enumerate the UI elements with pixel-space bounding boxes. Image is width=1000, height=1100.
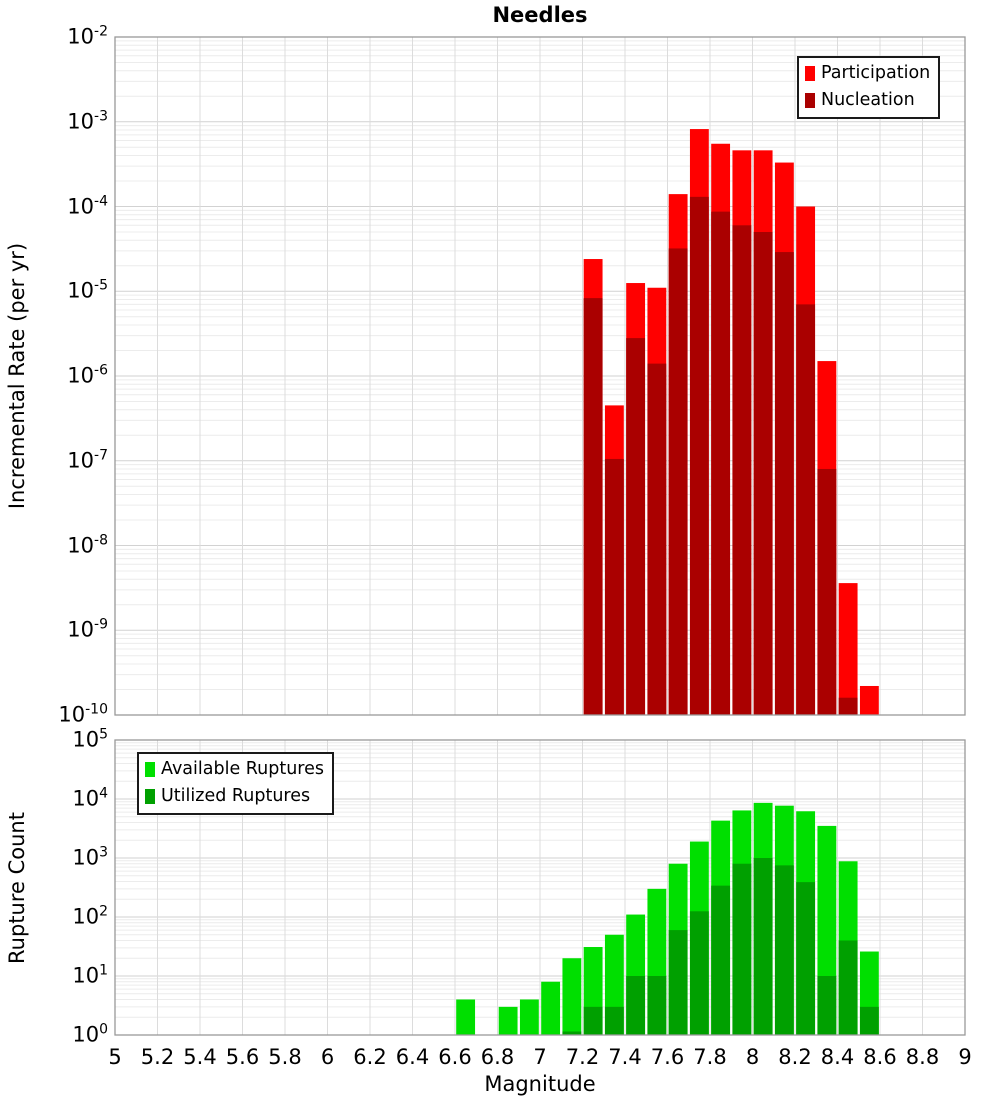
legend-label: Nucleation [821, 90, 915, 110]
x-tick-label: 6.8 [480, 1045, 515, 1069]
x-tick-label: 7 [533, 1045, 547, 1069]
y-tick-label: 10-6 [67, 362, 108, 388]
y-tick-label: 10-2 [67, 23, 108, 49]
y-tick-label: 10-10 [58, 701, 108, 727]
x-tick-label: 6 [320, 1045, 335, 1069]
x-tick-label: 9 [958, 1045, 972, 1069]
bottom-legend: Available Ruptures Utilized Ruptures [137, 752, 334, 815]
x-tick-label: 7.2 [565, 1045, 600, 1069]
y-tick-label: 103 [72, 844, 108, 870]
figure-title: Needles [492, 3, 588, 27]
x-tick-label: 5.8 [268, 1045, 302, 1069]
utilized-ruptures-swatch-icon [145, 789, 155, 804]
legend-item-utilized-ruptures: Utilized Ruptures [145, 784, 324, 809]
x-tick-label: 7.8 [693, 1045, 727, 1069]
y-tick-label: 10-5 [67, 277, 108, 303]
bottom-y-axis-label: Rupture Count [5, 812, 29, 964]
nucleation-swatch-icon [805, 93, 815, 108]
x-axis-label: Magnitude [484, 1072, 596, 1096]
y-tick-label: 10-4 [67, 192, 108, 218]
x-tick-label: 5.6 [225, 1045, 260, 1069]
x-tick-label: 5 [108, 1045, 122, 1069]
y-tick-label: 101 [72, 962, 108, 988]
x-tick-label: 6.2 [353, 1045, 387, 1069]
y-tick-label: 10-7 [67, 447, 108, 472]
legend-label: Participation [821, 63, 931, 83]
incremental-rate-plot [114, 36, 966, 716]
x-tick-label: 5.2 [140, 1045, 175, 1069]
x-tick-label: 7.4 [608, 1045, 642, 1069]
legend-item-available-ruptures: Available Ruptures [145, 757, 324, 782]
x-tick-label: 8.4 [820, 1045, 855, 1069]
x-tick-label: 5.4 [183, 1045, 217, 1069]
x-tick-label: 8.2 [778, 1045, 812, 1069]
legend-label: Utilized Ruptures [161, 786, 311, 806]
y-tick-label: 102 [72, 903, 108, 929]
y-tick-label: 100 [72, 1021, 108, 1047]
legend-item-nucleation: Nucleation [805, 88, 930, 113]
top-y-axis-label: Incremental Rate (per yr) [5, 242, 29, 510]
y-tick-label: 105 [72, 726, 108, 752]
available-ruptures-swatch-icon [145, 762, 155, 777]
y-tick-label: 10-3 [67, 108, 108, 133]
x-tick-label: 7.6 [650, 1045, 685, 1069]
y-tick-label: 104 [72, 785, 108, 811]
x-tick-label: 8.6 [863, 1045, 897, 1069]
x-tick-label: 6.6 [438, 1045, 472, 1069]
y-tick-label: 10-8 [67, 531, 108, 557]
x-tick-label: 6.4 [395, 1045, 430, 1069]
y-tick-label: 10-9 [67, 616, 108, 642]
legend-label: Available Ruptures [161, 759, 324, 779]
x-tick-label: 8 [745, 1045, 760, 1069]
x-tick-label: 8.8 [905, 1045, 940, 1069]
legend-item-participation: Participation [805, 61, 930, 86]
participation-swatch-icon [805, 66, 815, 81]
top-legend: Participation Nucleation [797, 56, 941, 119]
